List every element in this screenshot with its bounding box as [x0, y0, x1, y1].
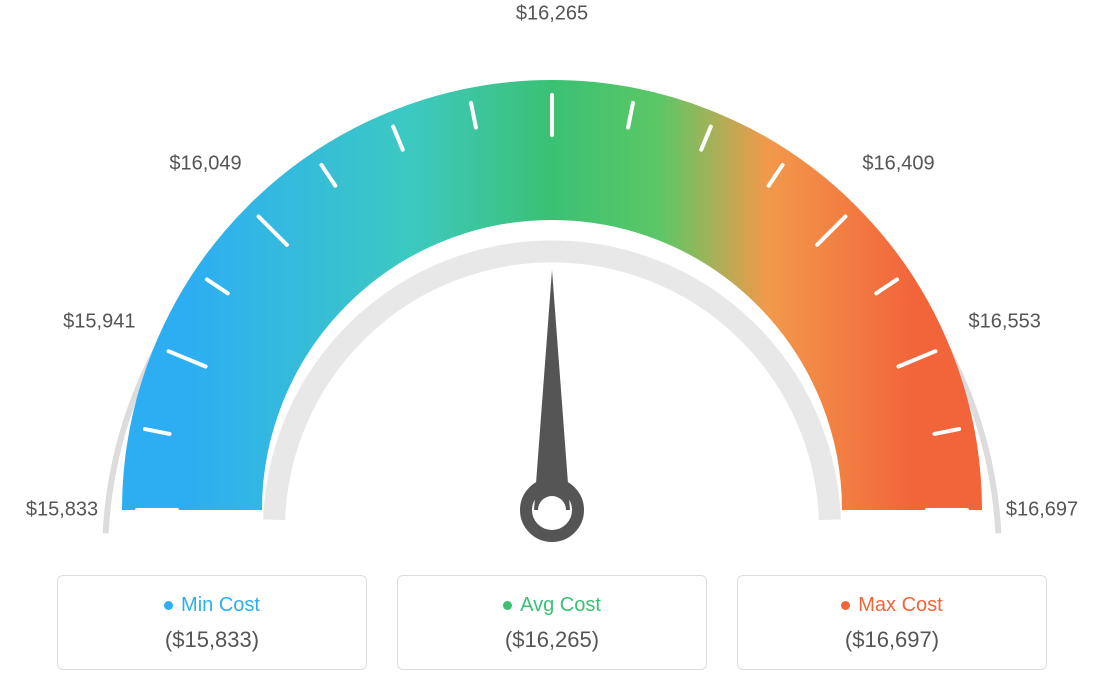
- legend-min-label: Min Cost: [181, 594, 260, 617]
- dot-icon: [841, 601, 850, 610]
- legend-row: Min Cost ($15,833) Avg Cost ($16,265) Ma…: [0, 575, 1104, 670]
- cost-gauge-widget: $15,833 $15,941 $16,049 $16,265 $16,409 $16,5…: [0, 0, 1104, 690]
- dot-icon: [503, 601, 512, 610]
- gauge-chart: $15,833 $15,941 $16,049 $16,265 $16,409 $16,5…: [0, 0, 1104, 560]
- legend-card-min: Min Cost ($15,833): [57, 575, 367, 670]
- gauge-scale-label: $16,697: [1006, 499, 1078, 522]
- legend-max-value: ($16,697): [748, 627, 1036, 653]
- gauge-scale-label: $16,049: [169, 152, 241, 175]
- gauge-scale-label: $16,553: [969, 311, 1041, 334]
- legend-title-min: Min Cost: [164, 594, 260, 617]
- legend-card-max: Max Cost ($16,697): [737, 575, 1047, 670]
- legend-avg-label: Avg Cost: [520, 594, 601, 617]
- legend-title-max: Max Cost: [841, 594, 942, 617]
- gauge-scale-label: $16,265: [516, 3, 588, 26]
- legend-max-label: Max Cost: [858, 594, 942, 617]
- gauge-scale-label: $16,409: [862, 152, 934, 175]
- legend-avg-value: ($16,265): [408, 627, 696, 653]
- gauge-scale-label: $15,941: [63, 311, 135, 334]
- dot-icon: [164, 601, 173, 610]
- gauge-svg: [0, 0, 1104, 560]
- legend-card-avg: Avg Cost ($16,265): [397, 575, 707, 670]
- gauge-scale-label: $15,833: [26, 499, 98, 522]
- legend-title-avg: Avg Cost: [503, 594, 601, 617]
- legend-min-value: ($15,833): [68, 627, 356, 653]
